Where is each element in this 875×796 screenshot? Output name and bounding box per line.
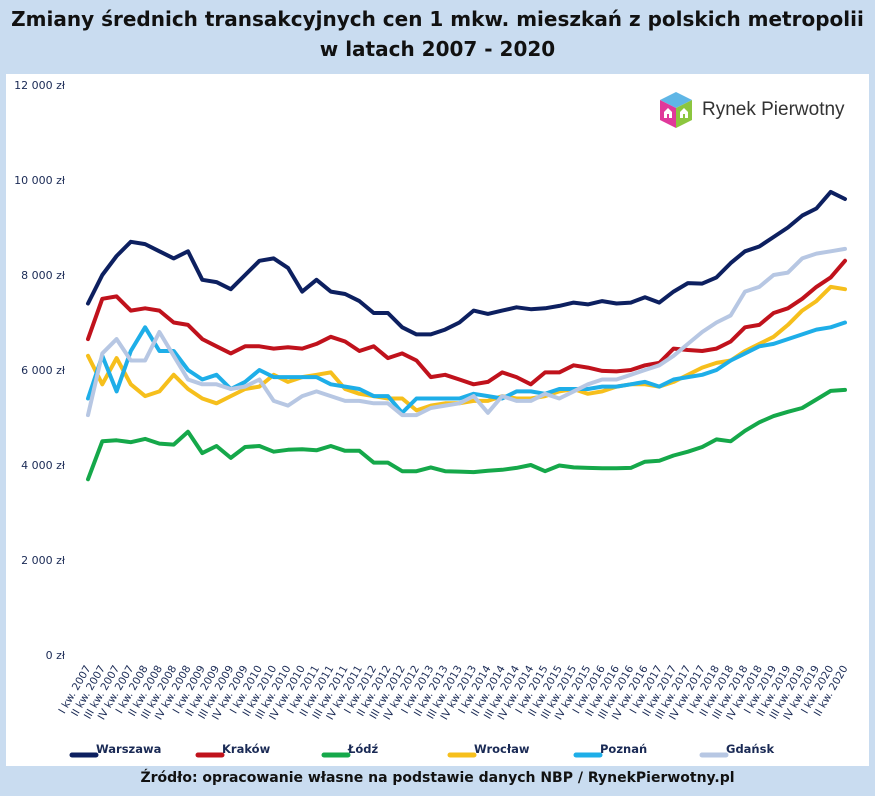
y-tick-label: 8 000 zł	[21, 269, 66, 282]
y-tick-label: 6 000 zł	[21, 364, 66, 377]
title-line-2: w latach 2007 - 2020	[319, 37, 556, 61]
logo-text: Rynek Pierwotny	[702, 99, 845, 120]
series-line-warszawa	[86, 189, 847, 337]
y-tick-label: 10 000 zł	[14, 174, 66, 187]
y-tick-label: 2 000 zł	[21, 554, 66, 567]
legend-label: Gdańsk	[726, 742, 774, 756]
series-line-łódź	[86, 387, 847, 482]
y-tick-label: 12 000 zł	[14, 79, 66, 92]
y-tick-label: 4 000 zł	[21, 459, 66, 472]
title-line-1: Zmiany średnich transakcyjnych cen 1 mkw…	[11, 7, 864, 31]
legend-label: Wrocław	[474, 742, 530, 756]
logo: Rynek Pierwotny	[658, 90, 845, 130]
source-note: Źródło: opracowanie własne na podstawie …	[140, 770, 735, 786]
chart-title: Zmiany średnich transakcyjnych cen 1 mkw…	[0, 4, 875, 64]
legend-label: Warszawa	[96, 742, 161, 756]
logo-cube-icon	[660, 92, 692, 128]
legend-label: Kraków	[222, 742, 271, 756]
chart-panel	[6, 74, 869, 766]
legend-label: Łódź	[347, 742, 379, 756]
series-line-wrocław	[86, 284, 847, 413]
series-line-kraków	[86, 258, 847, 387]
y-tick-label: 0 zł	[46, 649, 66, 662]
series-line-poznań	[86, 320, 847, 415]
series-line-gdańsk	[86, 246, 847, 418]
legend-label: Poznań	[600, 742, 647, 756]
